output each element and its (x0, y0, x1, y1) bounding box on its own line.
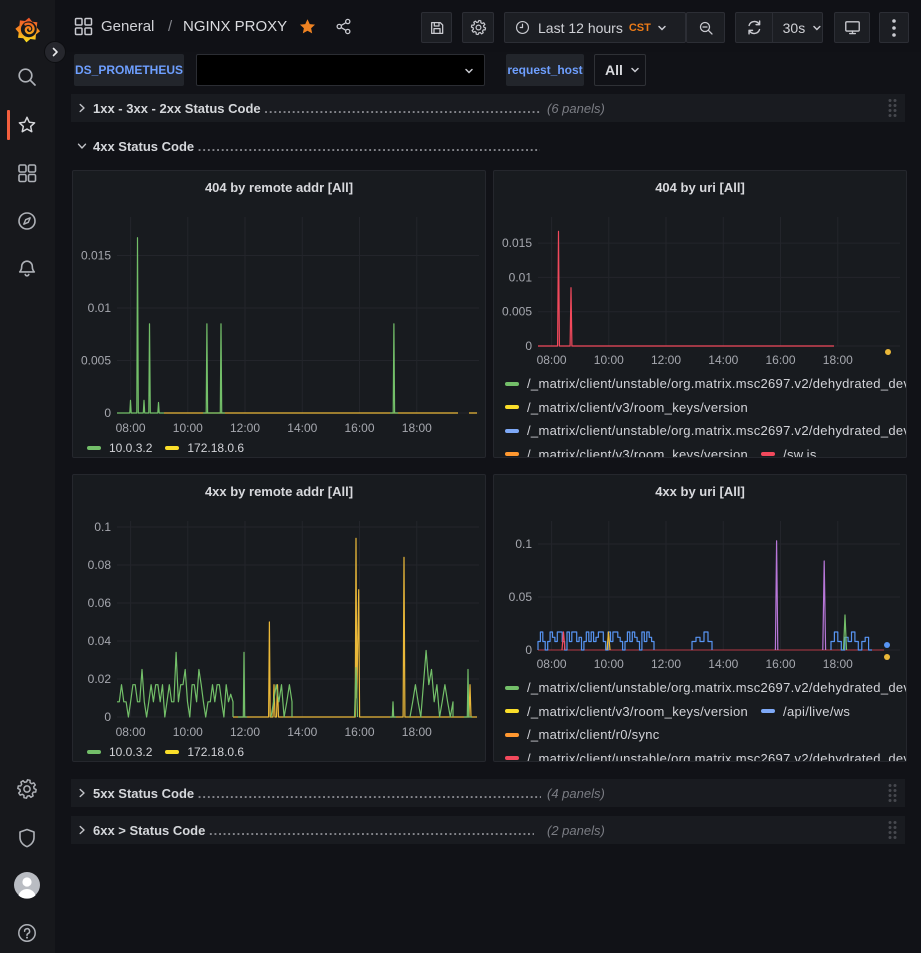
svg-text:0.01: 0.01 (88, 301, 112, 315)
svg-text:08:00: 08:00 (116, 725, 146, 739)
svg-text:18:00: 18:00 (823, 657, 853, 671)
svg-text:12:00: 12:00 (651, 657, 681, 671)
svg-text:0.01: 0.01 (509, 270, 533, 284)
svg-text:18:00: 18:00 (823, 353, 853, 367)
svg-text:0.08: 0.08 (88, 558, 112, 572)
svg-text:16:00: 16:00 (765, 353, 795, 367)
svg-text:0.02: 0.02 (88, 672, 112, 686)
svg-text:0.04: 0.04 (88, 634, 112, 648)
svg-text:0: 0 (104, 406, 111, 420)
svg-text:0.005: 0.005 (502, 305, 532, 319)
svg-text:10:00: 10:00 (594, 657, 624, 671)
svg-text:0.06: 0.06 (88, 596, 112, 610)
svg-text:0.1: 0.1 (94, 520, 111, 534)
svg-text:14:00: 14:00 (708, 353, 738, 367)
svg-text:0.05: 0.05 (509, 590, 533, 604)
svg-text:12:00: 12:00 (651, 353, 681, 367)
svg-text:16:00: 16:00 (344, 421, 374, 435)
svg-text:10:00: 10:00 (173, 725, 203, 739)
svg-text:08:00: 08:00 (537, 353, 567, 367)
svg-text:18:00: 18:00 (402, 725, 432, 739)
svg-text:0: 0 (525, 643, 532, 657)
svg-text:10:00: 10:00 (173, 421, 203, 435)
svg-text:0: 0 (525, 339, 532, 353)
svg-text:08:00: 08:00 (537, 657, 567, 671)
svg-text:10:00: 10:00 (594, 353, 624, 367)
svg-text:16:00: 16:00 (344, 725, 374, 739)
svg-text:0.005: 0.005 (81, 354, 111, 368)
svg-text:16:00: 16:00 (765, 657, 795, 671)
svg-text:0: 0 (104, 710, 111, 724)
svg-text:18:00: 18:00 (402, 421, 432, 435)
svg-text:14:00: 14:00 (708, 657, 738, 671)
svg-text:12:00: 12:00 (230, 725, 260, 739)
svg-text:12:00: 12:00 (230, 421, 260, 435)
svg-text:14:00: 14:00 (287, 725, 317, 739)
svg-text:14:00: 14:00 (287, 421, 317, 435)
svg-text:0.015: 0.015 (502, 236, 532, 250)
svg-text:08:00: 08:00 (116, 421, 146, 435)
svg-text:0.015: 0.015 (81, 249, 111, 263)
svg-text:0.1: 0.1 (515, 537, 532, 551)
